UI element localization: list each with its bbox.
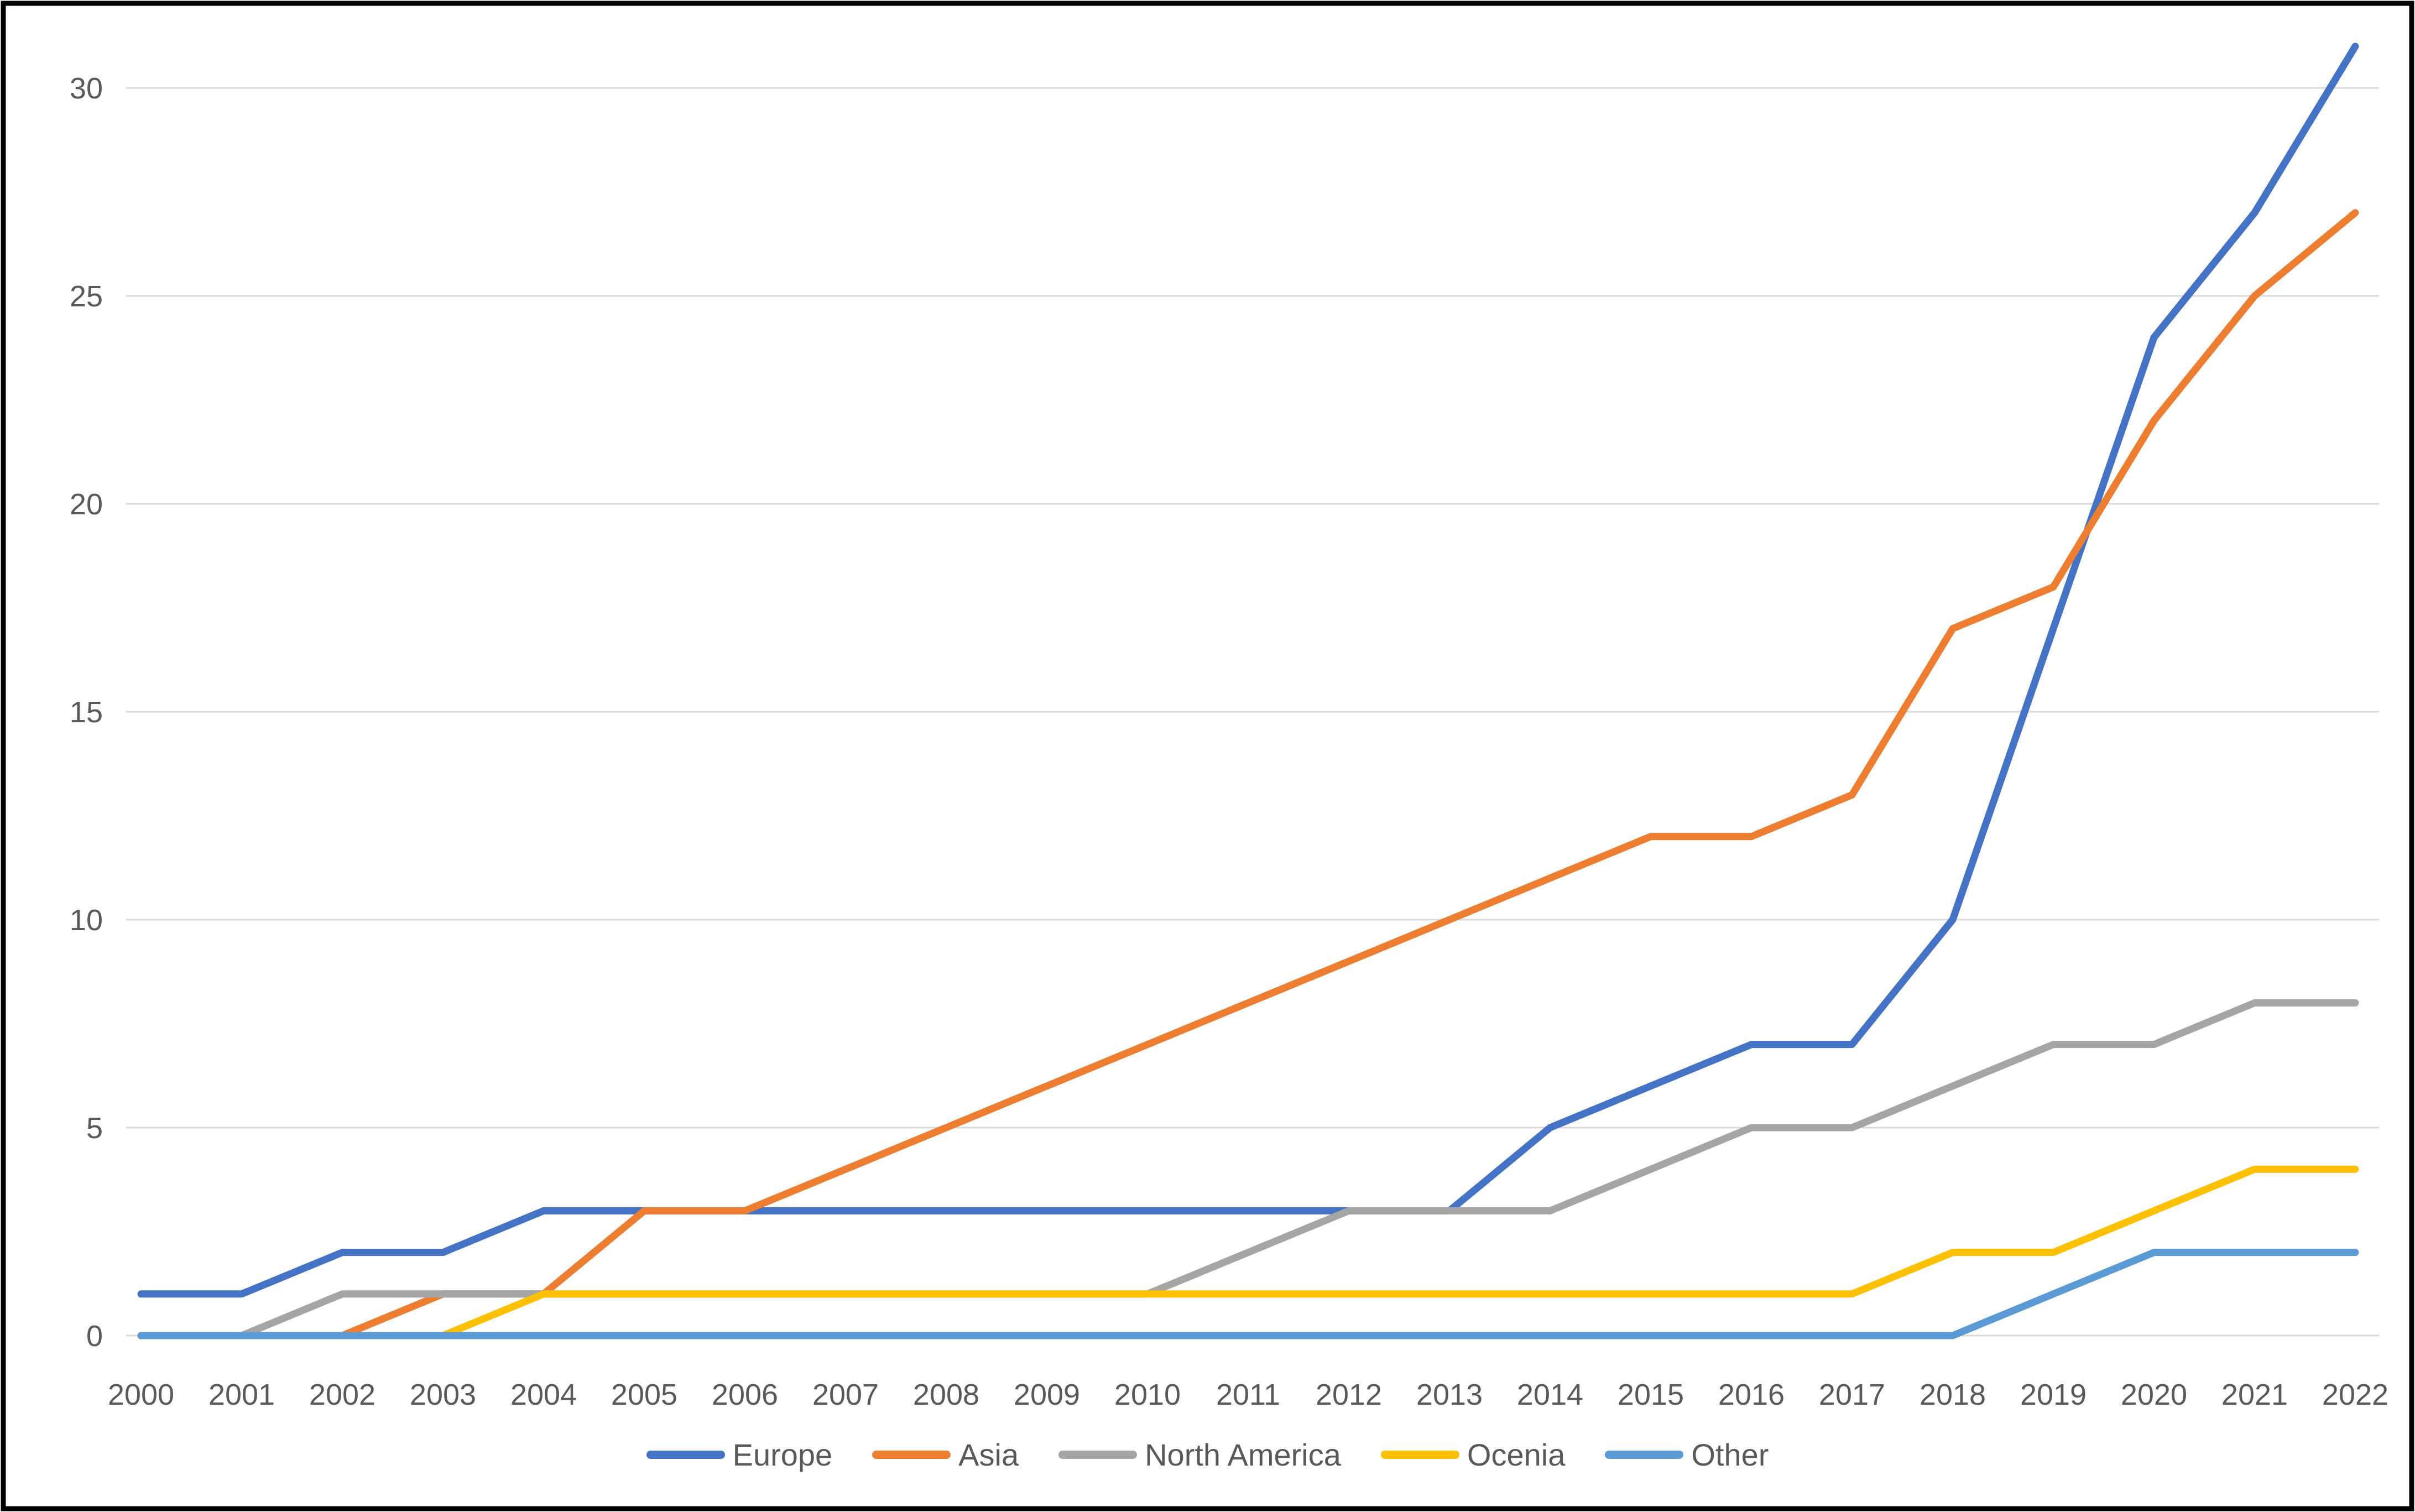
x-tick-label: 2004 bbox=[510, 1378, 577, 1411]
x-tick-label: 2008 bbox=[913, 1378, 979, 1411]
series-line-ocenia bbox=[137, 1165, 2359, 1339]
series-line-europe bbox=[137, 43, 2359, 1298]
x-tick-label: 2020 bbox=[2121, 1378, 2187, 1411]
x-tick-label: 2019 bbox=[2020, 1378, 2087, 1411]
y-tick-label: 20 bbox=[70, 488, 103, 521]
x-tick-label: 2012 bbox=[1316, 1378, 1382, 1411]
x-tick-label: 2017 bbox=[1819, 1378, 1885, 1411]
series-line-asia bbox=[137, 209, 2359, 1339]
x-tick-label: 2003 bbox=[410, 1378, 476, 1411]
x-tick-label: 2009 bbox=[1014, 1378, 1080, 1411]
x-tick-label: 2000 bbox=[108, 1378, 174, 1411]
x-tick-label: 2007 bbox=[812, 1378, 879, 1411]
x-tick-label: 2016 bbox=[1718, 1378, 1785, 1411]
x-tick-label: 2013 bbox=[1416, 1378, 1483, 1411]
y-tick-label: 10 bbox=[70, 904, 103, 937]
x-tick-label: 2018 bbox=[1920, 1378, 1986, 1411]
x-tick-label: 2014 bbox=[1517, 1378, 1583, 1411]
y-tick-label: 30 bbox=[70, 72, 103, 105]
series-line-other bbox=[137, 1249, 2359, 1339]
y-tick-label: 15 bbox=[70, 696, 103, 729]
x-tick-label: 2002 bbox=[309, 1378, 375, 1411]
x-tick-label: 2011 bbox=[1216, 1378, 1280, 1411]
x-tick-label: 2010 bbox=[1114, 1378, 1181, 1411]
y-tick-label: 25 bbox=[70, 280, 103, 313]
x-tick-label: 2006 bbox=[712, 1378, 778, 1411]
y-tick-label: 5 bbox=[86, 1112, 103, 1145]
y-tick-label: 0 bbox=[86, 1320, 103, 1353]
x-tick-label: 2022 bbox=[2322, 1378, 2388, 1411]
x-tick-label: 2015 bbox=[1618, 1378, 1684, 1411]
x-tick-label: 2001 bbox=[208, 1378, 275, 1411]
series-line-north-america bbox=[137, 999, 2359, 1339]
x-tick-label: 2005 bbox=[611, 1378, 677, 1411]
x-tick-label: 2021 bbox=[2221, 1378, 2288, 1411]
